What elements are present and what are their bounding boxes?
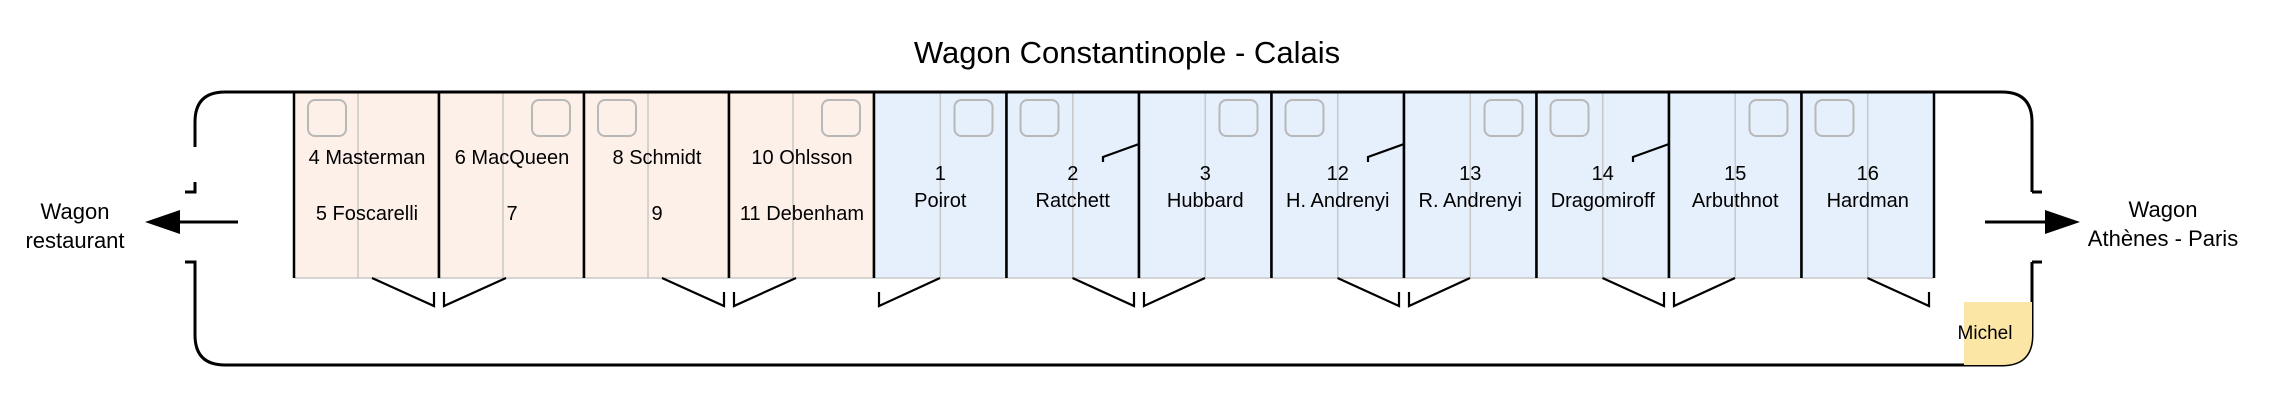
cabin-passenger: Arbuthnot [1692, 190, 1779, 212]
basin-icon [1814, 99, 1855, 137]
cabin-number: 3 [1200, 163, 1211, 185]
cabin-door [1337, 276, 1401, 308]
basin-icon [307, 99, 347, 137]
attendant-label: Michel [1958, 323, 2013, 344]
right-destination-line2: Athènes - Paris [2088, 226, 2238, 251]
cabin-second-class: 6 MacQueen 7 [437, 92, 586, 308]
diagram-title: Wagon Constantinople - Calais [914, 35, 1340, 70]
right-destination-line1: Wagon [2129, 197, 2198, 222]
cabin-door [1072, 276, 1136, 308]
connecting-door [1101, 142, 1140, 162]
cabin-lower-label: 9 [651, 203, 662, 225]
cabin-door [1867, 276, 1931, 308]
cabin-lower-label: 7 [506, 203, 517, 225]
cabin-second-class: 4 Masterman 5 Foscarelli [292, 92, 441, 308]
cabin-door [1672, 277, 1736, 308]
left-destination-line2: restaurant [25, 228, 124, 253]
cabin-door [442, 276, 507, 308]
cabin-group: 4 Masterman 5 Foscarelli 6 MacQueen 7 8 Schm… [292, 90, 1936, 308]
cabin-door [1407, 277, 1471, 308]
cabin-first-class: 2 Ratchett [1005, 92, 1141, 308]
cabin-number: 13 [1459, 163, 1481, 185]
cabin-door [371, 276, 436, 308]
cabin-upper-label: 6 MacQueen [455, 147, 570, 169]
cabin-number: 2 [1067, 163, 1078, 185]
cabin-first-class: 16 Hardman [1800, 92, 1936, 308]
cabin-second-class: 8 Schmidt 9 [582, 92, 731, 308]
cabin-passenger: Hardman [1827, 190, 1909, 212]
cabin-door [661, 276, 726, 308]
cabin-door [732, 276, 797, 308]
cabin-first-class: 15 Arbuthnot [1667, 92, 1803, 308]
basin-icon [597, 99, 637, 137]
cabin-passenger: Dragomiroff [1551, 190, 1656, 212]
cabin-door [1602, 276, 1666, 308]
connecting-door [1366, 142, 1405, 162]
cabin-number: 16 [1857, 163, 1879, 185]
cabin-first-class: 3 Hubbard [1137, 92, 1273, 308]
cabin-first-class: 1 Poirot [872, 92, 1008, 308]
cabin-passenger: Hubbard [1167, 190, 1244, 212]
cabin-first-class: 14 Dragomiroff [1535, 92, 1671, 308]
cabin-passenger: H. Andrenyi [1286, 190, 1389, 212]
cabin-second-class: 10 Ohlsson 11 Debenham [727, 92, 876, 308]
basin-icon [1549, 99, 1590, 137]
cabin-upper-label: 10 Ohlsson [751, 147, 852, 169]
cabin-first-class: 13 R. Andrenyi [1402, 92, 1538, 308]
cabin-passenger: R. Andrenyi [1419, 190, 1522, 212]
cabin-lower-label: 5 Foscarelli [316, 203, 418, 225]
cabin-passenger: Ratchett [1036, 190, 1111, 212]
cabin-number: 15 [1724, 163, 1746, 185]
basin-icon [1218, 99, 1259, 137]
cabin-lower-label: 11 Debenham [740, 203, 864, 225]
basin-icon [1748, 99, 1789, 137]
cabin-door [877, 277, 941, 308]
left-destination-line1: Wagon [41, 199, 110, 224]
cabin-upper-label: 4 Masterman [309, 147, 426, 169]
cabin-upper-label: 8 Schmidt [613, 147, 702, 169]
cabin-first-class: 12 H. Andrenyi [1270, 92, 1406, 308]
arrow-left-icon [145, 210, 238, 234]
connecting-door [1631, 142, 1670, 162]
attendant-seat [1964, 302, 2032, 365]
basin-icon [1483, 99, 1524, 137]
basin-icon [821, 99, 861, 137]
cabin-number: 14 [1592, 163, 1614, 185]
basin-icon [953, 99, 994, 137]
cabin-number: 12 [1327, 163, 1349, 185]
cabin-number: 1 [935, 163, 946, 185]
basin-icon [531, 99, 571, 137]
cabin-passenger: Poirot [914, 190, 967, 212]
arrow-right-icon [1985, 210, 2080, 234]
basin-icon [1284, 99, 1325, 137]
basin-icon [1019, 99, 1060, 137]
cabin-door [1142, 277, 1206, 308]
